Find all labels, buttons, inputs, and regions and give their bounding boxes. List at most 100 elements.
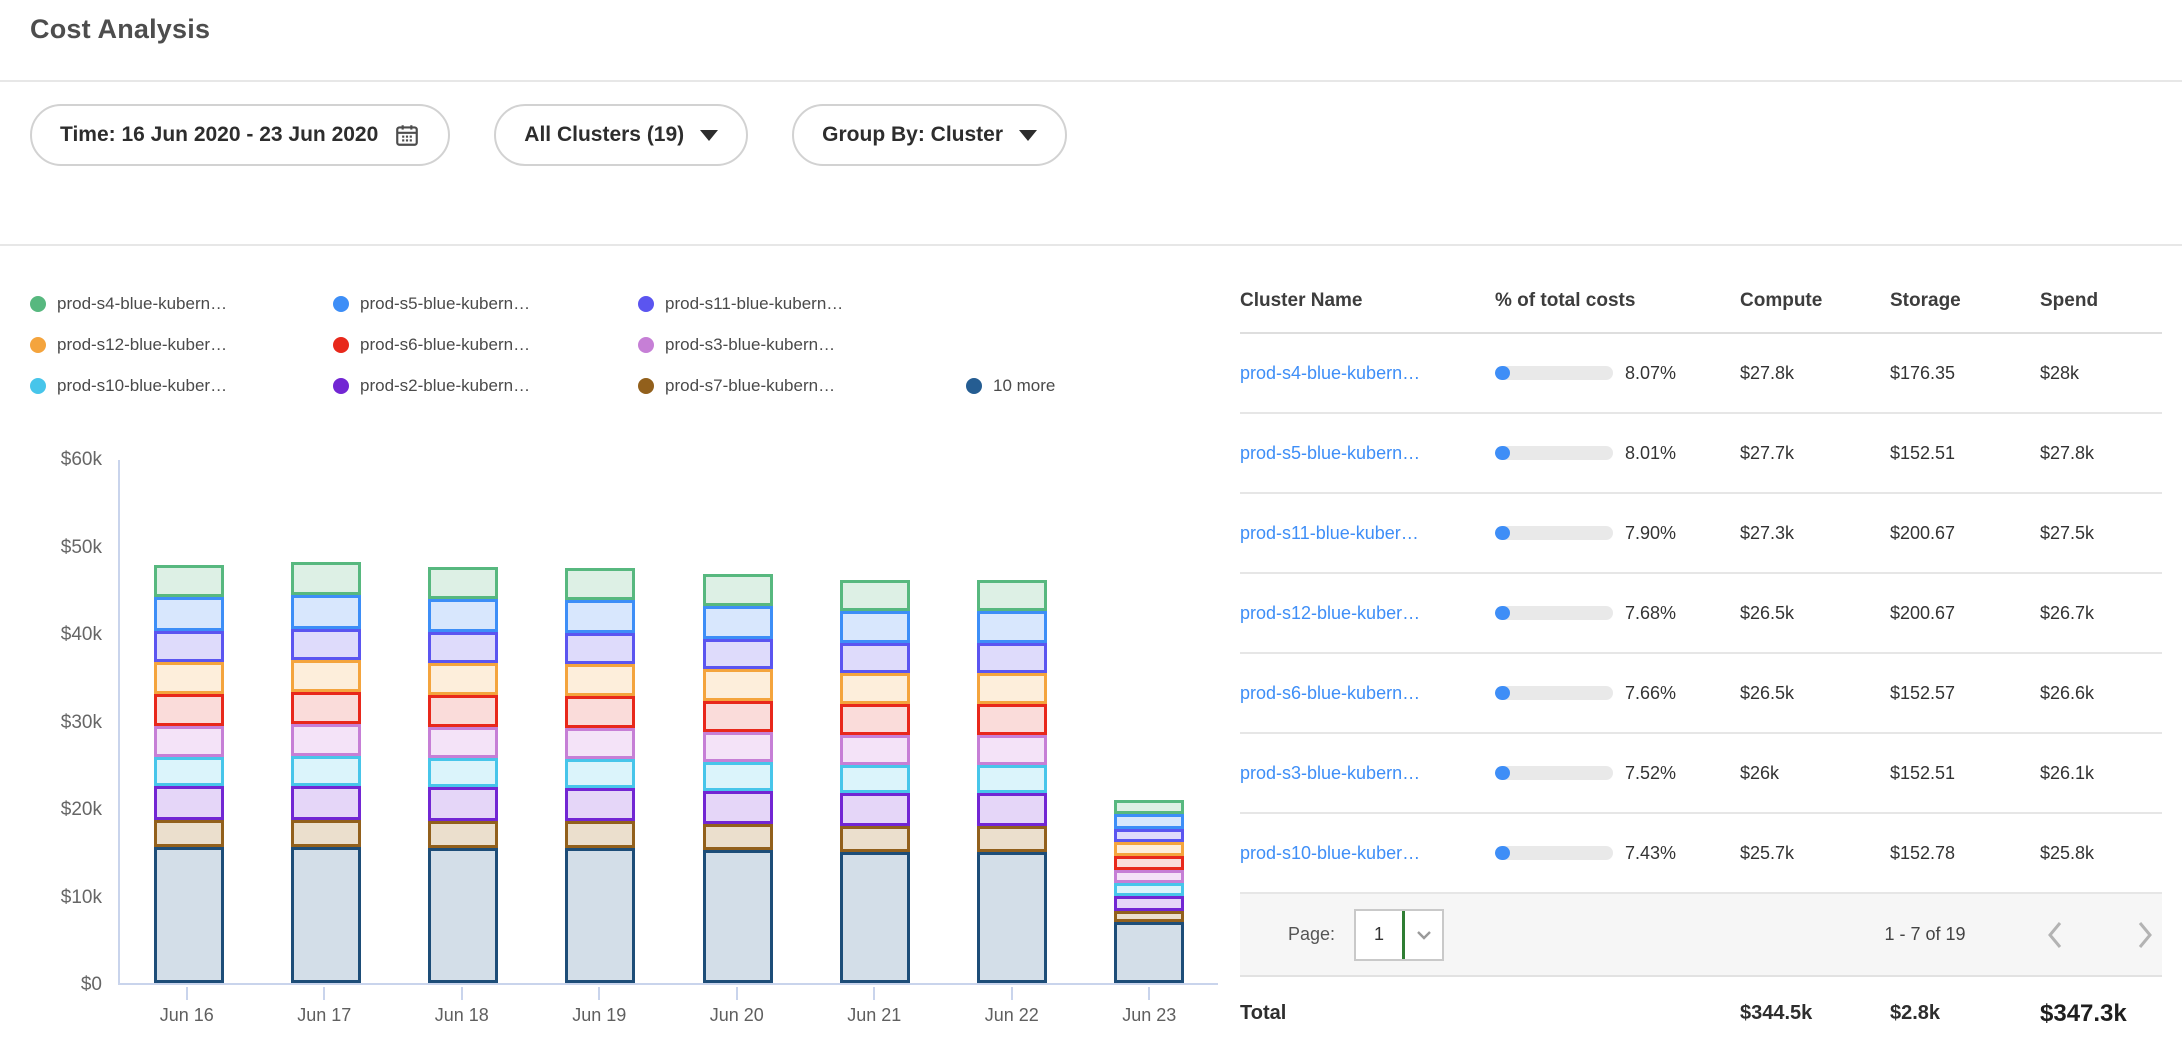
bar-segment[interactable] — [291, 692, 361, 724]
legend-item[interactable]: prod-s11-blue-kubern… — [638, 294, 966, 314]
legend-item[interactable]: 10 more — [966, 376, 1055, 396]
cluster-name-link[interactable]: prod-s5-blue-kubern… — [1240, 443, 1495, 464]
next-page-button[interactable] — [2125, 915, 2165, 955]
cluster-name-link[interactable]: prod-s12-blue-kuber… — [1240, 603, 1495, 624]
bar-segment[interactable] — [154, 726, 224, 757]
legend-item[interactable]: prod-s5-blue-kubern… — [333, 294, 638, 314]
cluster-name-link[interactable]: prod-s11-blue-kuber… — [1240, 523, 1495, 544]
bar-segment[interactable] — [291, 629, 361, 660]
bar-segment[interactable] — [977, 852, 1047, 983]
bar-segment[interactable] — [703, 850, 773, 983]
stacked-bar-jun-23[interactable] — [1114, 800, 1184, 983]
bar-segment[interactable] — [1114, 922, 1184, 983]
bar-segment[interactable] — [154, 662, 224, 694]
legend-item[interactable]: prod-s7-blue-kubern… — [638, 376, 966, 396]
stacked-bar-jun-19[interactable] — [565, 568, 635, 983]
bar-segment[interactable] — [840, 704, 910, 735]
bar-segment[interactable] — [428, 663, 498, 695]
bar-segment[interactable] — [1114, 870, 1184, 883]
bar-segment[interactable] — [840, 852, 910, 983]
bar-segment[interactable] — [977, 735, 1047, 765]
bar-segment[interactable] — [1114, 883, 1184, 896]
cluster-name-link[interactable]: prod-s6-blue-kubern… — [1240, 683, 1495, 704]
bar-segment[interactable] — [1114, 856, 1184, 870]
bar-segment[interactable] — [154, 757, 224, 786]
bar-segment[interactable] — [291, 786, 361, 820]
bar-segment[interactable] — [703, 639, 773, 669]
page-select[interactable]: 1 — [1354, 909, 1444, 961]
bar-segment[interactable] — [977, 765, 1047, 793]
bar-segment[interactable] — [291, 847, 361, 983]
bar-segment[interactable] — [977, 704, 1047, 735]
bar-segment[interactable] — [428, 758, 498, 787]
bar-segment[interactable] — [565, 664, 635, 696]
bar-segment[interactable] — [1114, 814, 1184, 829]
stacked-bar-jun-20[interactable] — [703, 574, 773, 983]
stacked-bar-jun-18[interactable] — [428, 567, 498, 983]
bar-segment[interactable] — [565, 728, 635, 759]
bar-segment[interactable] — [1114, 911, 1184, 922]
bar-segment[interactable] — [703, 701, 773, 732]
bar-segment[interactable] — [840, 643, 910, 673]
cluster-name-link[interactable]: prod-s10-blue-kuber… — [1240, 843, 1495, 864]
bar-segment[interactable] — [703, 732, 773, 762]
bar-segment[interactable] — [977, 580, 1047, 611]
bar-segment[interactable] — [1114, 829, 1184, 842]
bar-segment[interactable] — [428, 695, 498, 727]
bar-segment[interactable] — [154, 847, 224, 983]
bar-segment[interactable] — [840, 793, 910, 826]
bar-segment[interactable] — [565, 696, 635, 728]
legend-item[interactable]: prod-s6-blue-kubern… — [333, 335, 638, 355]
bar-segment[interactable] — [428, 632, 498, 663]
bar-segment[interactable] — [703, 606, 773, 639]
bar-segment[interactable] — [428, 821, 498, 848]
bar-segment[interactable] — [977, 793, 1047, 826]
bar-segment[interactable] — [1114, 800, 1184, 814]
legend-item[interactable]: prod-s10-blue-kuber… — [30, 376, 333, 396]
bar-segment[interactable] — [703, 824, 773, 850]
bar-segment[interactable] — [565, 821, 635, 848]
bar-segment[interactable] — [565, 788, 635, 821]
group-by-dropdown[interactable]: Group By: Cluster — [792, 104, 1067, 166]
bar-segment[interactable] — [840, 765, 910, 793]
bar-segment[interactable] — [840, 580, 910, 611]
bar-segment[interactable] — [840, 735, 910, 765]
bar-segment[interactable] — [703, 574, 773, 606]
bar-segment[interactable] — [565, 633, 635, 664]
legend-item[interactable]: prod-s4-blue-kubern… — [30, 294, 333, 314]
legend-item[interactable]: prod-s12-blue-kuber… — [30, 335, 333, 355]
bar-segment[interactable] — [703, 762, 773, 791]
legend-item[interactable]: prod-s3-blue-kubern… — [638, 335, 966, 355]
bar-segment[interactable] — [291, 756, 361, 786]
bar-segment[interactable] — [977, 611, 1047, 643]
stacked-bar-jun-16[interactable] — [154, 565, 224, 983]
bar-segment[interactable] — [565, 568, 635, 600]
legend-item[interactable]: prod-s2-blue-kubern… — [333, 376, 638, 396]
bar-segment[interactable] — [840, 673, 910, 704]
bar-segment[interactable] — [428, 727, 498, 758]
bar-segment[interactable] — [154, 820, 224, 847]
bar-segment[interactable] — [565, 848, 635, 983]
bar-segment[interactable] — [154, 694, 224, 726]
bar-segment[interactable] — [154, 565, 224, 597]
bar-segment[interactable] — [977, 826, 1047, 852]
bar-segment[interactable] — [428, 567, 498, 599]
bar-segment[interactable] — [428, 599, 498, 632]
bar-segment[interactable] — [840, 826, 910, 852]
stacked-bar-jun-22[interactable] — [977, 580, 1047, 983]
stacked-bar-jun-17[interactable] — [291, 562, 361, 983]
bar-segment[interactable] — [977, 643, 1047, 673]
bar-segment[interactable] — [703, 791, 773, 824]
clusters-filter-dropdown[interactable]: All Clusters (19) — [494, 104, 748, 166]
bar-segment[interactable] — [291, 820, 361, 847]
bar-segment[interactable] — [840, 611, 910, 643]
bar-segment[interactable] — [291, 724, 361, 756]
bar-segment[interactable] — [291, 595, 361, 629]
cluster-name-link[interactable]: prod-s4-blue-kubern… — [1240, 363, 1495, 384]
cluster-name-link[interactable]: prod-s3-blue-kubern… — [1240, 763, 1495, 784]
bar-segment[interactable] — [703, 669, 773, 701]
bar-segment[interactable] — [154, 597, 224, 631]
bar-segment[interactable] — [1114, 896, 1184, 911]
previous-page-button[interactable] — [2035, 915, 2075, 955]
bar-segment[interactable] — [154, 631, 224, 662]
